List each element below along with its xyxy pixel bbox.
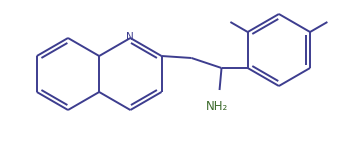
Text: NH₂: NH₂ <box>205 100 228 113</box>
Text: N: N <box>126 32 134 42</box>
